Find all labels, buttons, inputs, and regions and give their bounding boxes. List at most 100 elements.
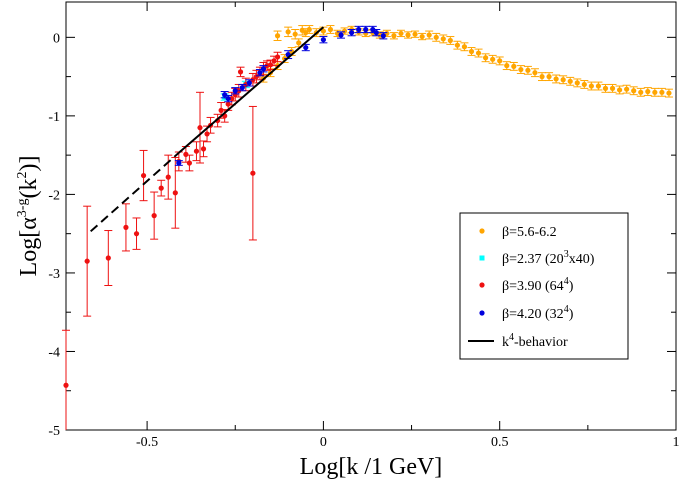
data-point: [296, 40, 302, 46]
x-tick-label: -0.5: [136, 435, 158, 450]
data-point: [133, 231, 140, 237]
data-point: [433, 34, 439, 40]
legend-label-series-3: β=3.90 (644): [502, 276, 574, 294]
data-point: [419, 33, 425, 40]
legend-label-series-1: β=5.6-6.2: [502, 225, 557, 240]
data-point: [303, 44, 309, 51]
data-point: [253, 74, 260, 80]
data-point: [532, 70, 538, 76]
legend-marker-blue: [479, 310, 485, 316]
data-point: [232, 88, 238, 94]
data-point: [454, 42, 460, 48]
data-point: [497, 58, 503, 64]
data-point: [267, 62, 274, 68]
data-point: [320, 37, 326, 43]
x-tick-label: 0: [320, 435, 327, 450]
data-point: [151, 213, 157, 219]
data-point: [363, 26, 369, 33]
data-point: [380, 33, 386, 39]
plot-area: [62, 25, 673, 430]
data-point: [391, 33, 397, 39]
data-point: [320, 28, 326, 34]
data-point: [186, 160, 193, 166]
y-tick-label: -1: [48, 110, 60, 125]
data-point: [405, 32, 411, 38]
data-point: [461, 44, 468, 50]
data-point: [511, 63, 517, 69]
data-point: [232, 92, 238, 98]
data-point: [327, 26, 334, 33]
data-point: [447, 37, 453, 44]
x-tick-label: 0.5: [491, 435, 509, 450]
plot-frame: [65, 1, 677, 431]
data-point: [631, 88, 637, 94]
data-point: [373, 30, 379, 36]
data-point: [652, 89, 658, 95]
legend-marker-cyan: [479, 255, 485, 261]
y-tick-label: -5: [48, 424, 60, 439]
data-point: [525, 67, 531, 73]
data-point: [218, 107, 224, 113]
y-axis-title: Log[α3-g(k2)]: [15, 156, 42, 277]
data-point: [349, 30, 355, 36]
data-point: [602, 85, 609, 91]
data-point: [274, 54, 281, 60]
data-point: [172, 190, 178, 196]
data-point: [222, 92, 228, 98]
legend-label-series-2: β=2.37 (203x40): [502, 249, 595, 267]
legend-box: [459, 212, 629, 360]
data-point: [666, 90, 672, 96]
y-tick-label: 0: [53, 31, 60, 46]
data-point: [274, 33, 281, 39]
data-point: [539, 74, 545, 80]
legend-marker-red: [479, 282, 485, 288]
data-point: [292, 31, 298, 37]
data-point: [560, 77, 566, 83]
y-tick-label: -3: [48, 267, 60, 282]
data-point: [338, 32, 344, 38]
data-point: [204, 131, 210, 137]
data-point: [490, 56, 496, 62]
error-bar: [62, 329, 70, 430]
k4-reference-line-dashed: [90, 152, 180, 233]
data-point: [595, 83, 602, 89]
y-tick-label: -2: [48, 188, 60, 203]
data-point: [518, 66, 524, 73]
data-point: [645, 88, 651, 95]
data-point: [398, 30, 404, 37]
data-point: [260, 66, 267, 72]
data-point: [225, 95, 231, 102]
data-point: [250, 170, 256, 176]
data-point: [285, 29, 291, 35]
data-point: [197, 125, 203, 131]
legend-marker-orange: [479, 228, 485, 234]
x-tick-label: 1: [673, 435, 680, 450]
data-point: [468, 48, 475, 55]
legend-label-series-4: β=4.20 (324): [502, 304, 574, 322]
data-point: [581, 81, 587, 88]
k4-reference-line-solid: [178, 26, 325, 154]
data-point: [504, 63, 510, 69]
legend: β=5.6-6.2 β=2.37 (203x40) β=3.90 (644) β…: [459, 212, 629, 360]
data-point: [546, 74, 552, 80]
data-point: [306, 26, 312, 33]
data-point: [237, 69, 244, 75]
data-point: [246, 80, 252, 86]
series-3: [62, 51, 282, 430]
data-point: [553, 76, 559, 82]
x-axis-title: Log[k /1 GeV]: [300, 454, 443, 480]
legend-label-reference: k4-behavior: [502, 332, 568, 350]
data-point: [412, 31, 418, 37]
data-point: [200, 146, 207, 152]
data-point: [363, 30, 369, 37]
data-point: [426, 32, 432, 38]
data-point: [176, 160, 182, 166]
data-point: [616, 87, 623, 93]
data-point: [574, 80, 580, 86]
data-point: [183, 151, 189, 157]
data-point: [609, 85, 616, 91]
data-point: [165, 174, 171, 180]
data-point: [341, 28, 348, 34]
data-point: [299, 27, 305, 33]
data-point: [140, 172, 147, 179]
